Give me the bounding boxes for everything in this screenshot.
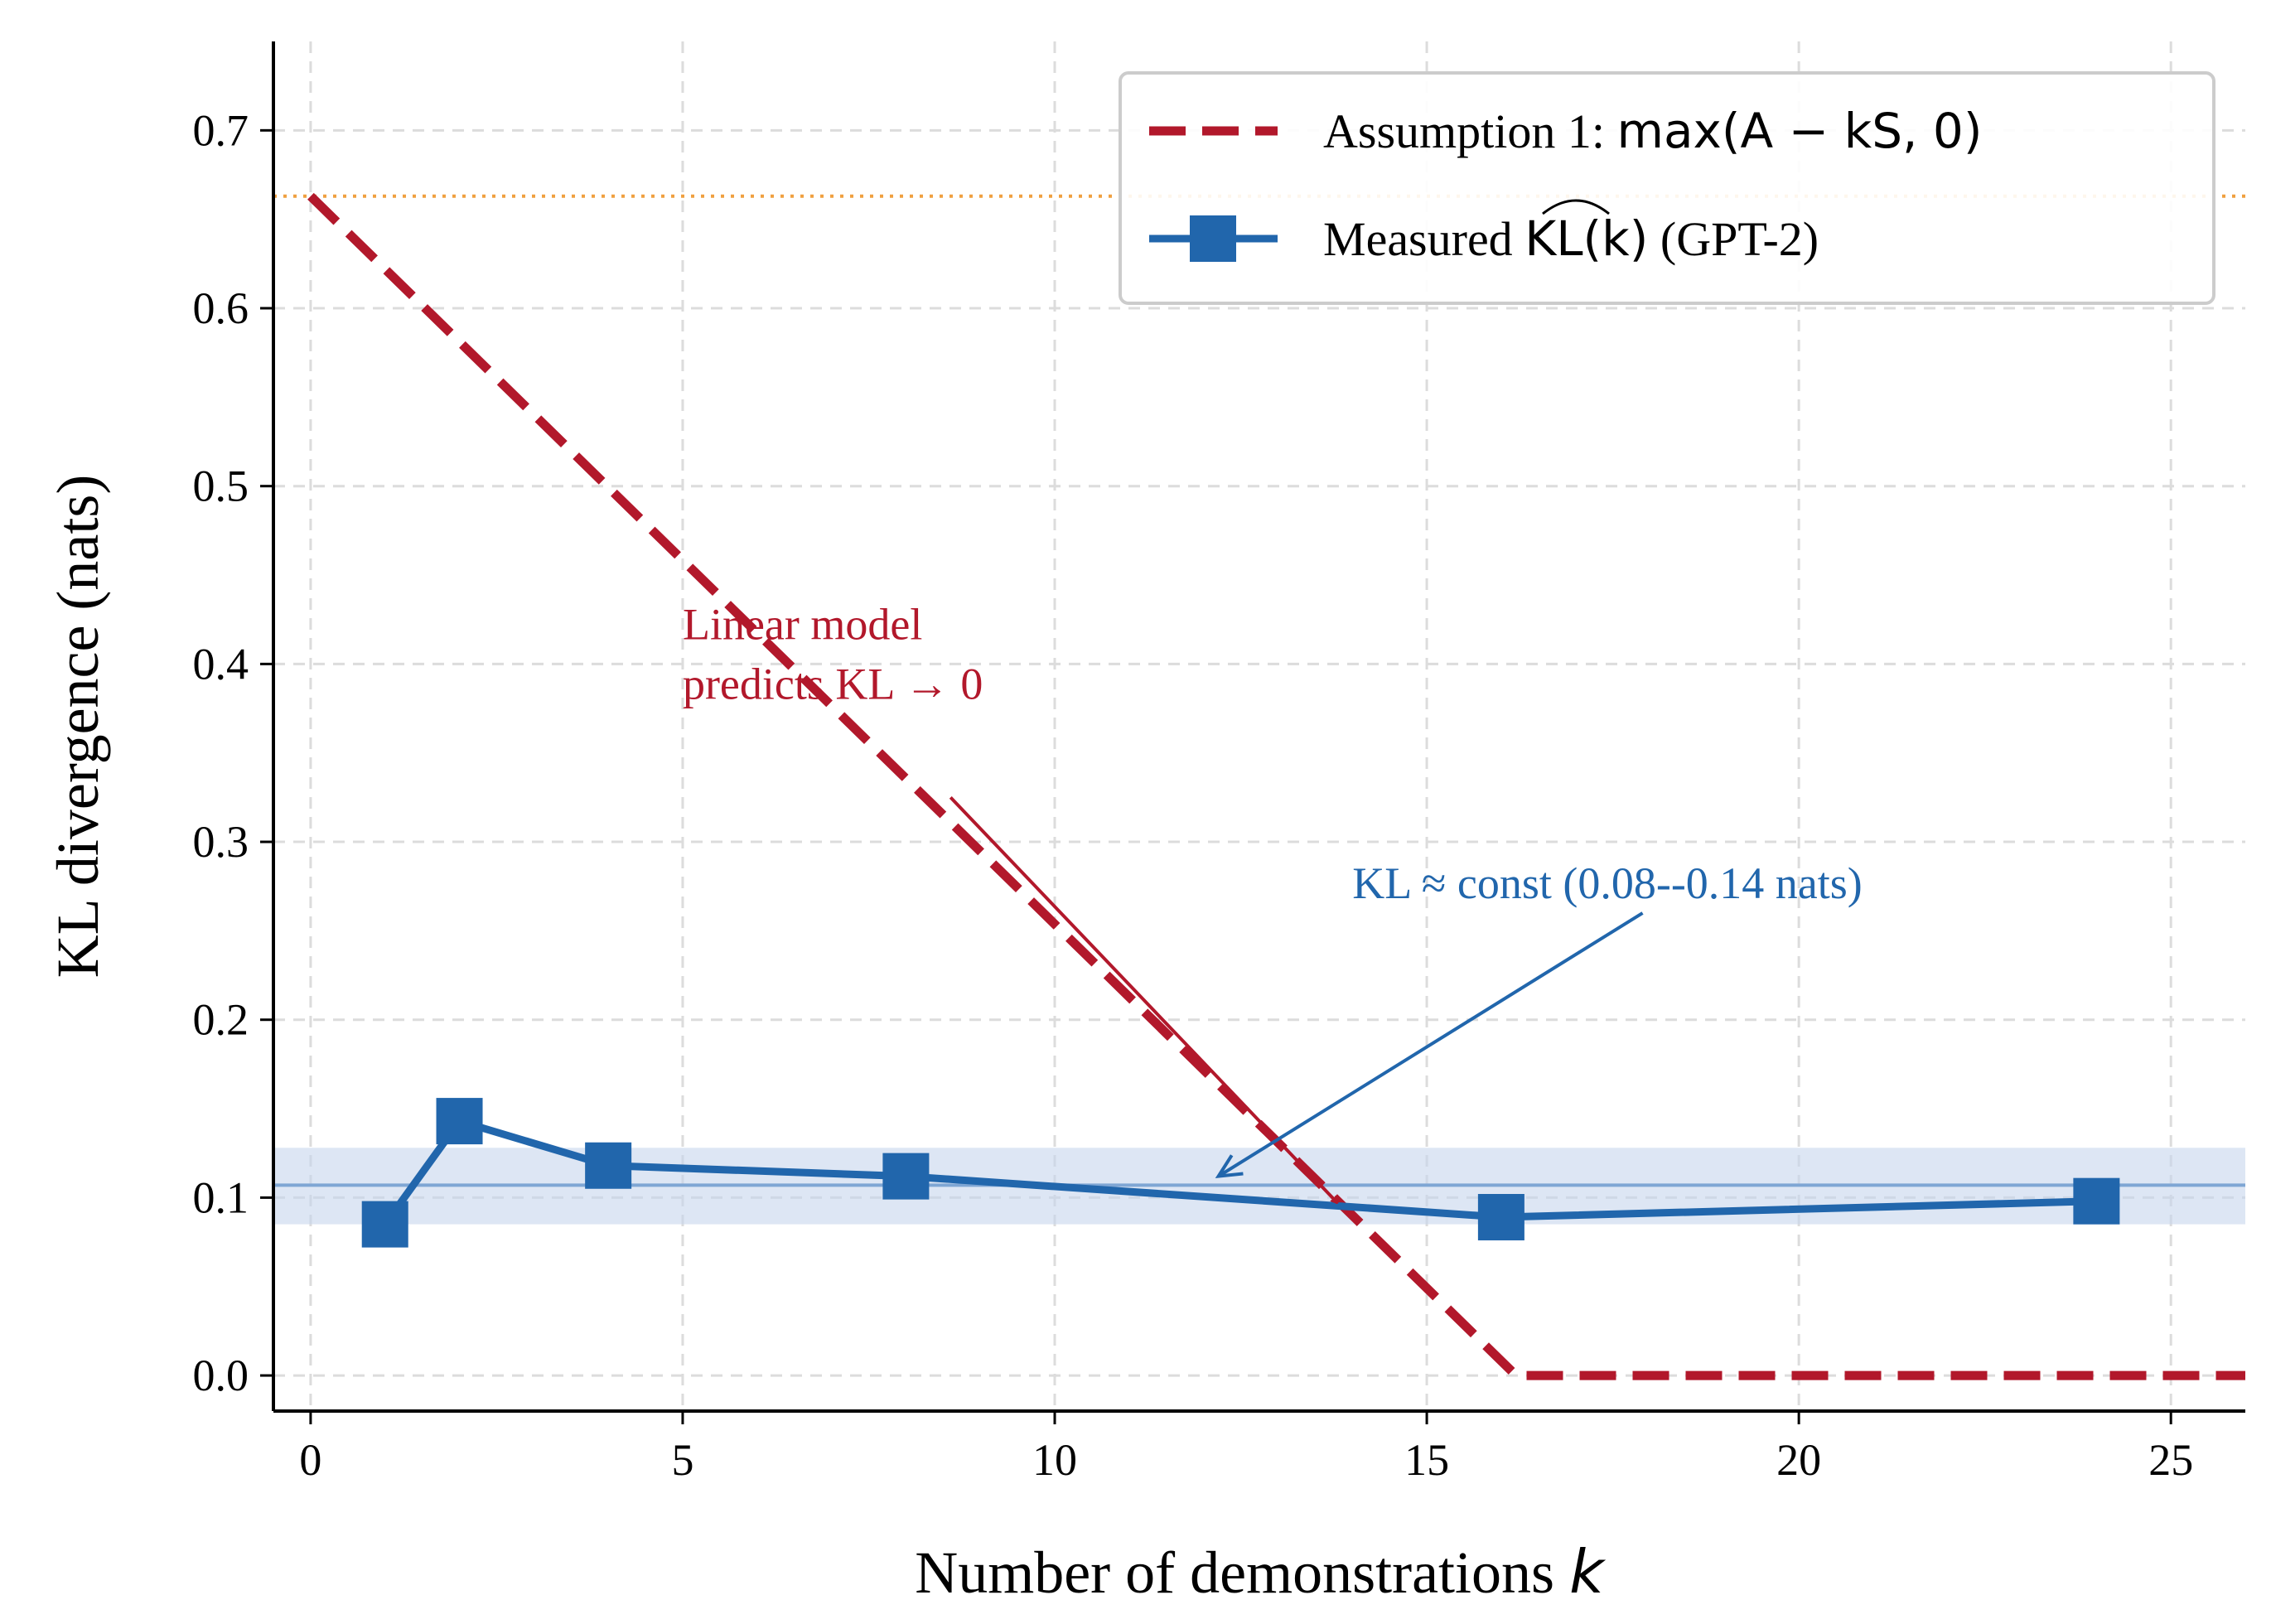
annotation-linear-line1: Linear model xyxy=(683,600,922,650)
measured-point xyxy=(585,1142,632,1189)
annotations: Linear model predicts KL → 0 KL ≈ const (0… xyxy=(683,600,1863,1203)
legend-box xyxy=(1119,71,2215,305)
y-axis-label: KL divergence (nats) xyxy=(45,475,111,979)
y-tick-label: 0.3 xyxy=(193,817,249,867)
legend: Assumption 1: max(A − kS, 0) Measured KL(… xyxy=(1119,71,2215,305)
legend-label-measured: Measured KL(k) (GPT-2) xyxy=(1323,210,1819,267)
annotation-arrowhead-const xyxy=(1215,1154,1244,1179)
measured-point xyxy=(361,1201,408,1248)
y-tick-label: 0.1 xyxy=(193,1172,249,1222)
legend-label-assumption: Assumption 1: max(A − kS, 0) xyxy=(1323,103,1982,159)
measured-point xyxy=(2073,1177,2120,1225)
measured-point xyxy=(1477,1194,1524,1241)
legend-hat-mark xyxy=(1542,199,1610,215)
annotation-arrow-const xyxy=(1217,911,1644,1178)
annotation-arrow-linear xyxy=(949,795,1337,1202)
x-tick-label: 20 xyxy=(1776,1435,1821,1485)
series xyxy=(307,192,2245,1380)
x-tick-label: 10 xyxy=(1032,1435,1077,1485)
y-tick-label: 0.6 xyxy=(193,283,249,333)
y-tick-label: 0.2 xyxy=(193,995,249,1045)
y-tick-label: 0.0 xyxy=(193,1351,249,1400)
annotation-const: KL ≈ const (0.08--0.14 nats) xyxy=(1352,858,1863,908)
x-tick-label: 0 xyxy=(299,1435,321,1485)
y-tick-label: 0.5 xyxy=(193,462,249,511)
reference-lines xyxy=(273,194,2245,1187)
legend-swatch-measured-marker xyxy=(1190,215,1236,262)
assumption-line xyxy=(307,192,2245,1380)
x-tick-label: 25 xyxy=(2148,1435,2193,1485)
axes: 0 5 10 15 20 25 0.0 0.1 0.2 0.3 0.4 0.5 0.6 0.7 Number… xyxy=(45,41,2245,1607)
x-tick-label: 15 xyxy=(1404,1435,1449,1485)
measured-point xyxy=(436,1098,483,1145)
y-tick-label: 0.4 xyxy=(193,639,249,689)
y-tick-label: 0.7 xyxy=(193,105,249,155)
measured-point xyxy=(882,1153,930,1200)
x-axis-label: Number of demonstrations k xyxy=(915,1537,1607,1607)
x-tick-label: 5 xyxy=(671,1435,693,1485)
annotation-linear-line2: predicts KL → 0 xyxy=(683,660,983,709)
